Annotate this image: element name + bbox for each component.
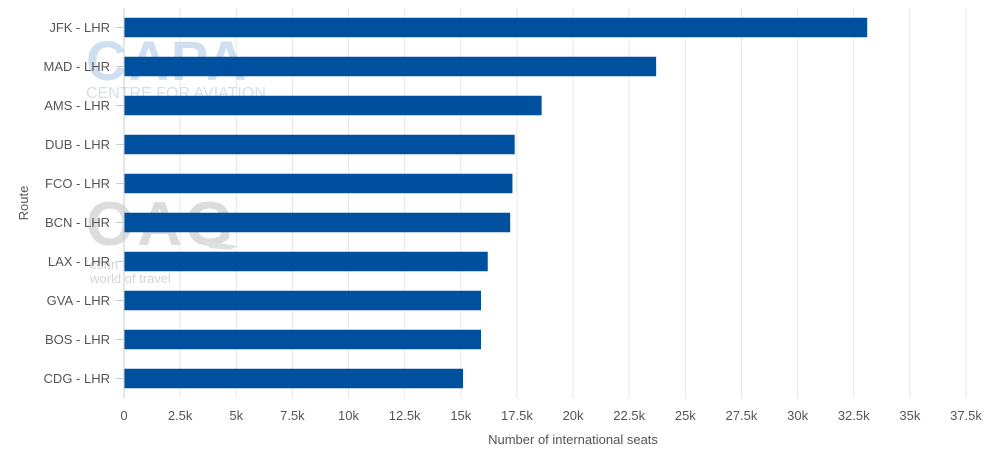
x-tick-label: 10k [338,408,359,423]
x-tick-label: 25k [675,408,696,423]
y-axis-title: Route [16,186,31,221]
y-tick-label: CDG - LHR [44,371,110,386]
oag-tagline-watermark-1: conn [90,257,118,272]
y-tick-label: BCN - LHR [45,215,110,230]
y-tick-label: BOS - LHR [45,332,110,347]
bar-series [124,17,868,389]
y-tick-label: AMS - LHR [44,98,110,113]
x-tick-label: 27.5k [726,408,758,423]
bar[interactable] [124,251,488,272]
x-tick-label: 17.5k [501,408,533,423]
x-tick-label: 12.5k [389,408,421,423]
x-tick-label: 32.5k [838,408,870,423]
x-tick-label: 30k [787,408,808,423]
x-tick-label: 22.5k [613,408,645,423]
x-tick-label: 15k [450,408,471,423]
y-axis-tick-labels: JFK - LHR MAD - LHR AMS - LHR DUB - LHR FCO … [44,20,124,386]
x-tick-label: 7.5k [280,408,305,423]
y-tick-label: DUB - LHR [45,137,110,152]
x-tick-label: 20k [563,408,584,423]
y-tick-label: JFK - LHR [49,20,110,35]
y-tick-label: GVA - LHR [47,293,110,308]
bar[interactable] [124,134,515,155]
x-tick-label: 2.5k [168,408,193,423]
x-axis-tick-labels: 0 2.5k 5k 7.5k 10k 12.5k 15k 17.5k 20k 22.5k 25k 27… [120,408,982,423]
oag-tagline-watermark-2: world of travel [89,271,171,286]
y-tick-label: MAD - LHR [44,59,110,74]
bar[interactable] [124,95,542,116]
x-tick-label: 0 [120,408,127,423]
bar[interactable] [124,173,513,194]
plane-icon [200,240,238,250]
y-tick-label: FCO - LHR [45,176,110,191]
bar[interactable] [124,368,464,389]
bar[interactable] [124,17,868,38]
x-tick-label: 35k [899,408,920,423]
x-axis-title: Number of international seats [488,432,658,447]
x-tick-label: 37.5k [950,408,982,423]
y-tick-label: LAX - LHR [48,254,110,269]
bar[interactable] [124,329,482,350]
x-tick-label: 5k [229,408,243,423]
bar[interactable] [124,212,511,233]
bar[interactable] [124,290,482,311]
bar[interactable] [124,56,657,77]
